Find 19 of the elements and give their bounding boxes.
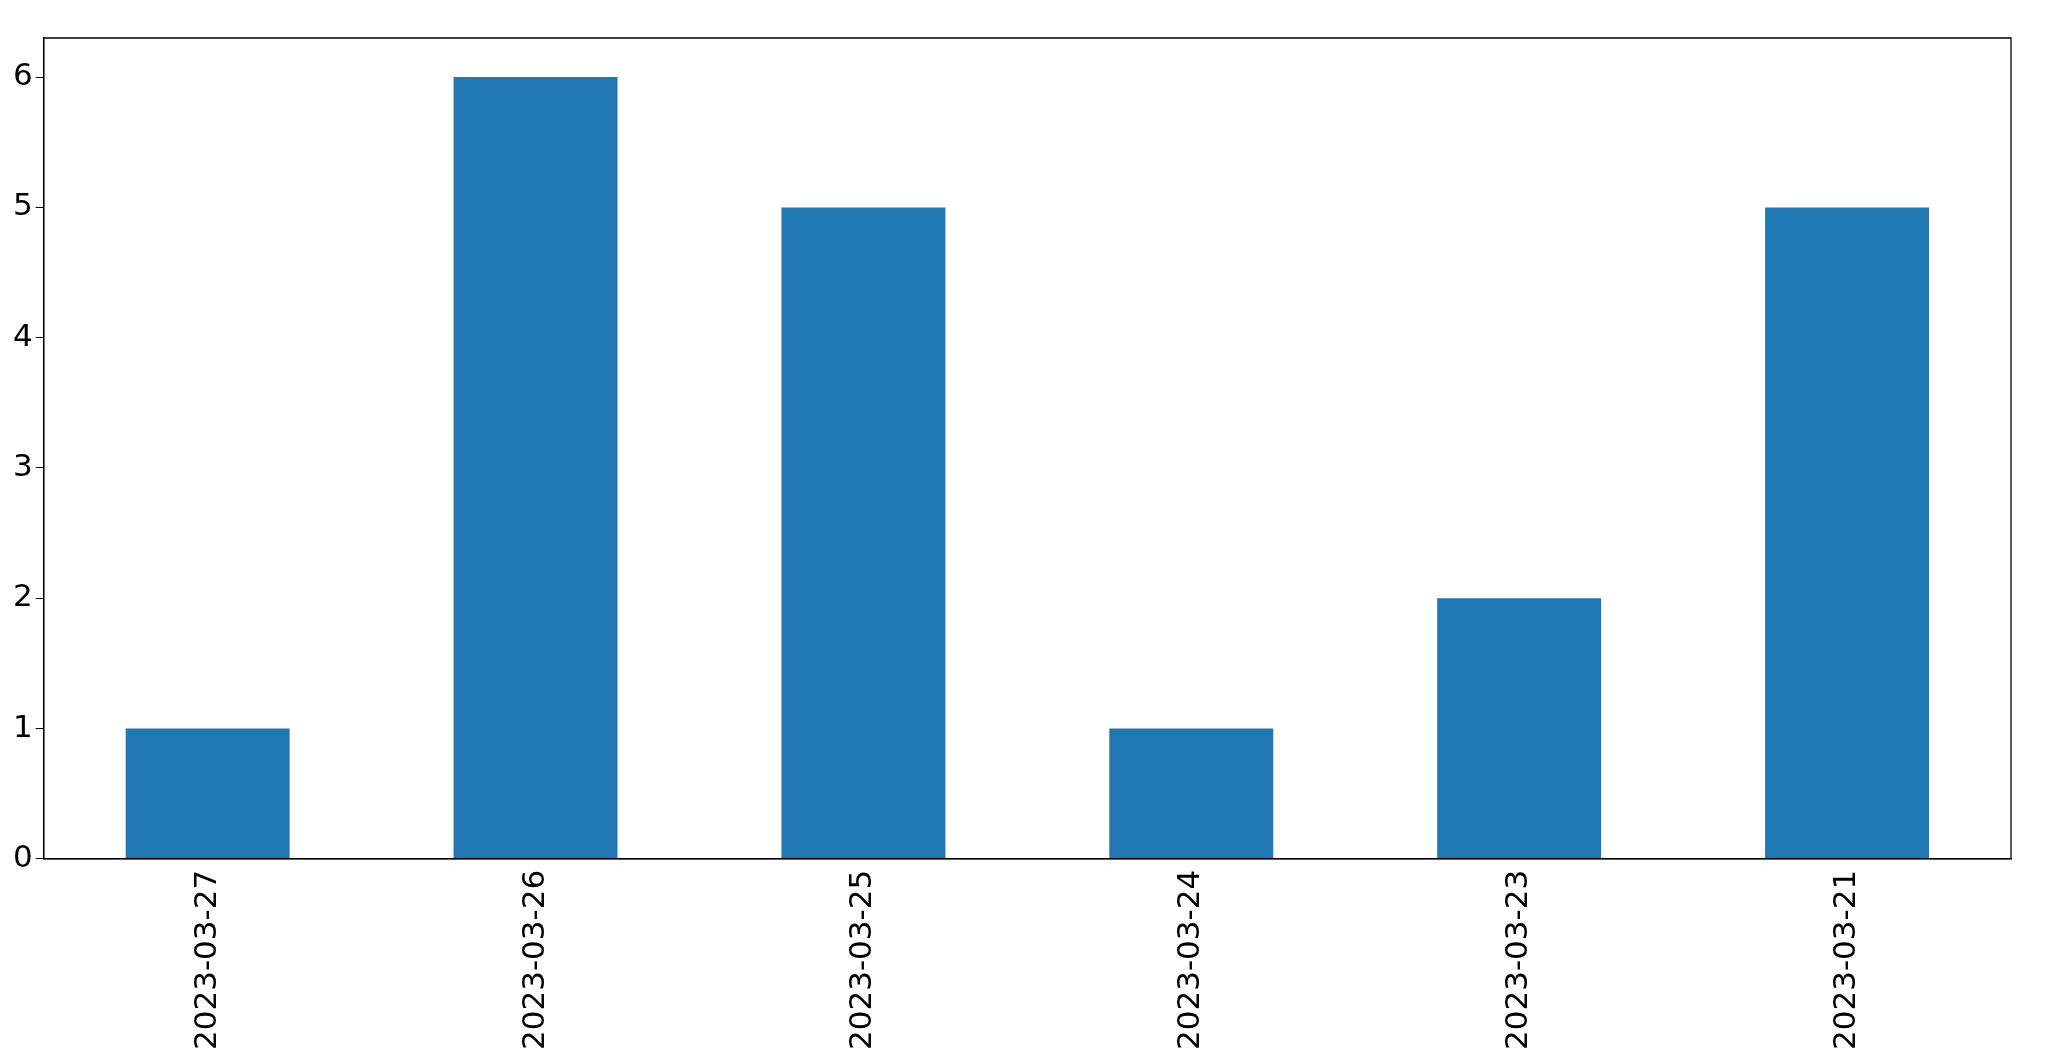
x-tick-label: 2023-03-27 xyxy=(186,869,223,1051)
bar xyxy=(1109,728,1274,859)
x-tick-label: 2023-03-25 xyxy=(842,869,879,1051)
y-tick-label: 3 xyxy=(12,447,33,484)
y-tick-label: 6 xyxy=(12,56,33,93)
y-tick-label: 0 xyxy=(12,837,33,874)
y-tick-label: 1 xyxy=(12,707,33,744)
x-tick-label: 2023-03-21 xyxy=(1826,869,1863,1051)
bar xyxy=(453,77,618,859)
x-tick-label: 2023-03-24 xyxy=(1170,869,1207,1051)
x-tick-label: 2023-03-26 xyxy=(514,869,551,1051)
bar xyxy=(1765,207,1930,859)
x-tick-label: 2023-03-23 xyxy=(1498,869,1535,1051)
y-tick-label: 4 xyxy=(12,316,33,353)
bar xyxy=(1437,598,1602,859)
y-tick-label: 2 xyxy=(12,577,33,614)
bar xyxy=(125,728,290,859)
y-tick-label: 5 xyxy=(12,186,33,223)
bar xyxy=(781,207,946,859)
